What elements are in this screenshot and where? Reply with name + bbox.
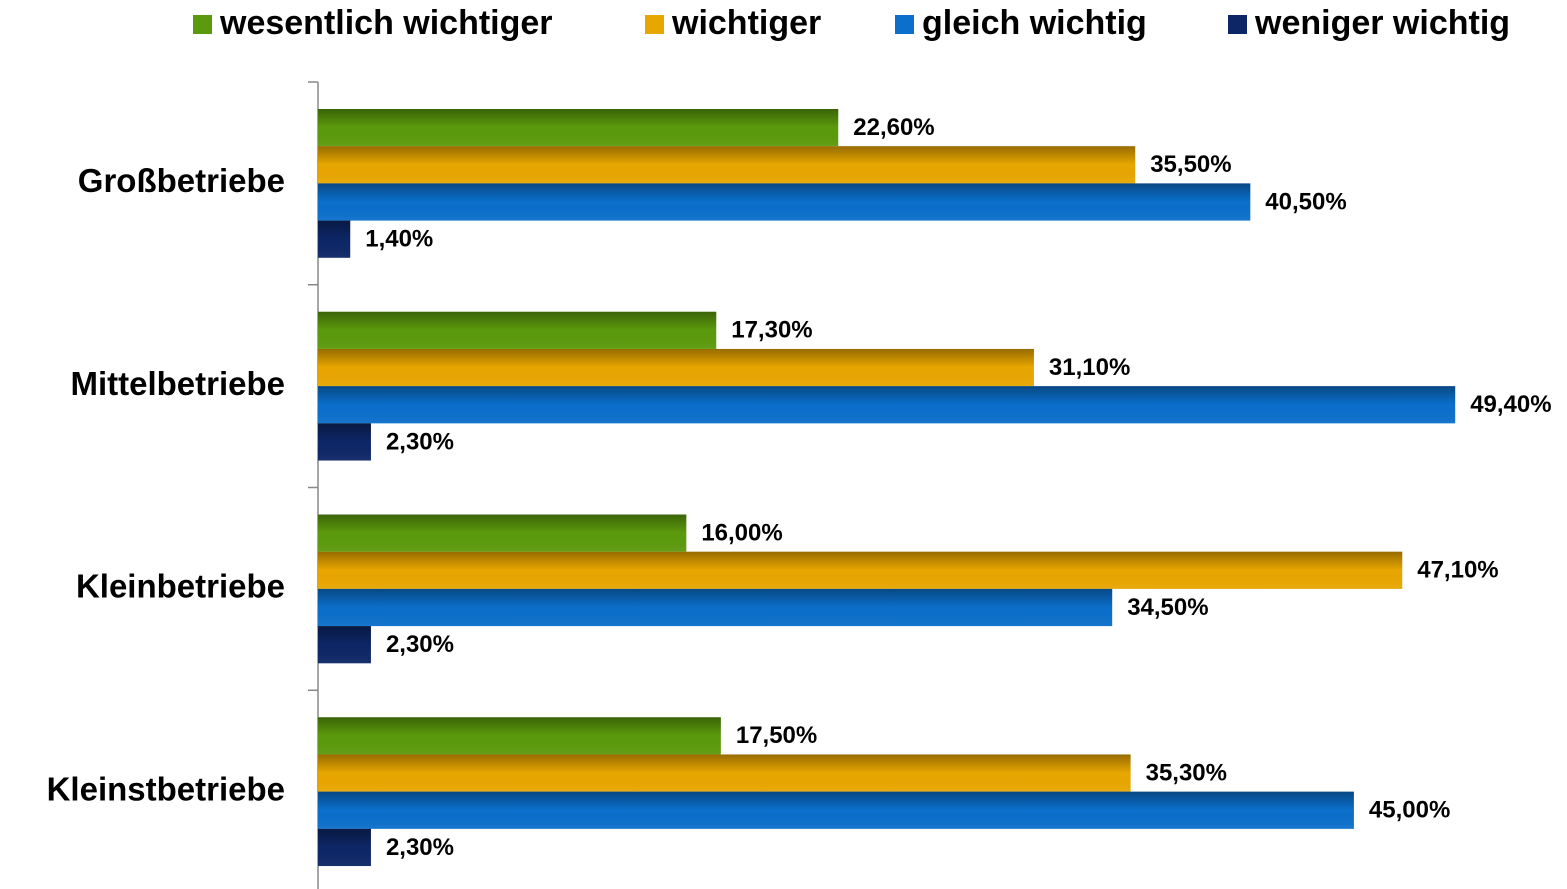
- value-label: 2,30%: [386, 834, 454, 861]
- value-label: 16,00%: [701, 519, 782, 546]
- bar-shade: [318, 514, 687, 552]
- value-label: 17,30%: [731, 317, 812, 344]
- legend-label: gleich wichtig: [922, 4, 1147, 42]
- value-label: 49,40%: [1470, 391, 1551, 418]
- bar-shade: [318, 348, 1034, 387]
- value-label: 34,50%: [1127, 594, 1208, 621]
- bar-shade: [318, 183, 1251, 221]
- bar-shade: [318, 386, 1456, 424]
- legend-swatch: [645, 15, 664, 34]
- category-label: Kleinstbetriebe: [47, 770, 285, 807]
- legend-swatch: [1228, 15, 1247, 34]
- category-label: Großbetriebe: [78, 162, 285, 199]
- bar-shade: [318, 828, 371, 867]
- legend-swatch: [895, 15, 914, 34]
- bar-shade: [318, 717, 721, 755]
- value-label: 17,50%: [736, 722, 817, 749]
- bar-shade: [318, 109, 839, 147]
- value-label: 35,30%: [1146, 759, 1227, 786]
- value-label: 45,00%: [1369, 797, 1450, 824]
- value-label: 31,10%: [1049, 354, 1130, 381]
- value-label: 47,10%: [1417, 557, 1498, 584]
- bar-shade: [318, 754, 1131, 792]
- bar-shade: [318, 423, 371, 461]
- bar-shade: [318, 311, 717, 349]
- bar-shade: [318, 791, 1354, 829]
- value-label: 2,30%: [386, 428, 454, 455]
- bar-shade: [318, 220, 351, 258]
- value-label: 40,50%: [1265, 188, 1346, 215]
- legend-label: weniger wichtig: [1254, 4, 1510, 42]
- value-label: 1,40%: [365, 226, 433, 253]
- category-label: Mittelbetriebe: [70, 365, 285, 402]
- legend-label: wichtiger: [671, 4, 821, 42]
- legend-swatch: [193, 15, 212, 34]
- bar-shade: [318, 626, 371, 664]
- value-label: 2,30%: [386, 631, 454, 658]
- bar-shade: [318, 146, 1136, 184]
- bar-shade: [318, 551, 1403, 589]
- legend-label: wesentlich wichtiger: [219, 4, 553, 42]
- value-label: 35,50%: [1150, 151, 1231, 178]
- bar-shade: [318, 588, 1113, 627]
- value-label: 22,60%: [853, 114, 934, 141]
- category-label: Kleinbetriebe: [76, 568, 285, 605]
